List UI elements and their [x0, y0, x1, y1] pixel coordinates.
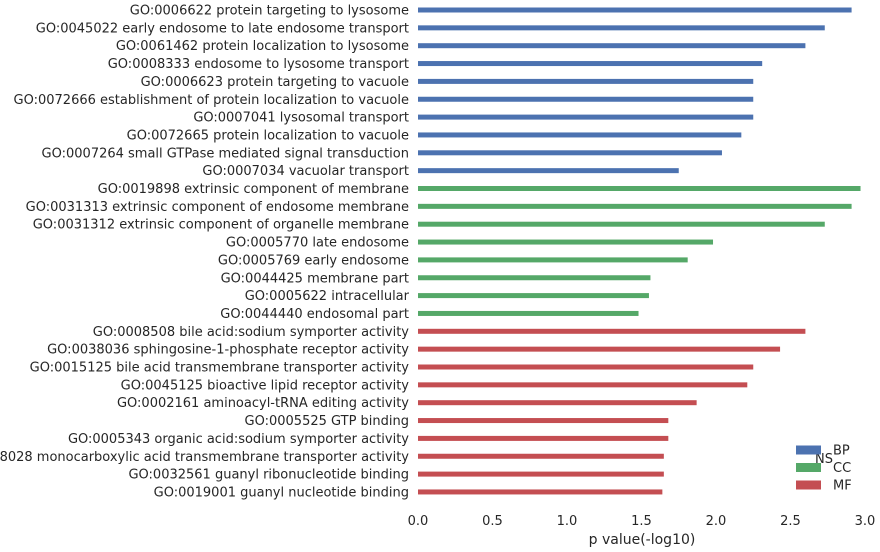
y-tick-label: GO:0032561 guanyl ribonucleotide binding: [128, 468, 409, 483]
x-tick-label: 1.5: [631, 514, 652, 529]
y-tick-label: GO:0045022 early endosome to late endoso…: [36, 21, 409, 36]
y-tick-label: GO:0008333 endosome to lysosome transpor…: [108, 57, 409, 72]
x-tick-label: 3.0: [855, 514, 876, 529]
bar-15: [418, 257, 688, 263]
bar-22: [418, 382, 748, 388]
x-axis-label: p value(-log10): [589, 532, 696, 548]
bar-28: [418, 489, 663, 495]
bar-8: [418, 132, 742, 138]
bar-12: [418, 203, 852, 209]
bar-18: [418, 310, 639, 316]
y-tick-label: GO:0008508 bile acid:sodium symporter ac…: [93, 325, 410, 340]
bar-5: [418, 78, 754, 84]
y-tick-label: GO:0061462 protein localization to lysos…: [116, 39, 409, 54]
legend-swatch-bp: [796, 445, 821, 455]
bar-3: [418, 43, 806, 49]
y-tick-label: GO:0031312 extrinsic component of organe…: [33, 218, 409, 233]
y-tick-label: GO:0002161 aminoacyl-tRNA editing activi…: [117, 396, 409, 411]
bar-1: [418, 7, 852, 13]
x-tick-labels: 0.0 0.5 1.0 1.5 2.0 2.5 3.0: [408, 514, 876, 529]
legend-label-cc: CC: [833, 461, 851, 476]
y-tick-label: GO:0005525 GTP binding: [245, 414, 409, 429]
y-tick-label: GO:0005343 organic acid:sodium symporter…: [68, 432, 409, 447]
bar-27: [418, 471, 664, 477]
y-tick-label: GO:0045125 bioactive lipid receptor acti…: [121, 378, 410, 393]
bar-10: [418, 168, 679, 174]
y-tick-labels: GO:0006622 protein targeting to lysosome…: [0, 4, 410, 501]
x-tick-label: 2.5: [780, 514, 801, 529]
y-tick-label: GO:0044440 endosomal part: [220, 307, 409, 322]
y-tick-label: GO:0072666 establishment of protein loca…: [14, 93, 409, 108]
y-tick-label: GO:0031313 extrinsic component of endoso…: [26, 200, 409, 215]
bar-20: [418, 346, 781, 352]
bar-9: [418, 150, 722, 156]
bar-23: [418, 400, 697, 406]
y-tick-label: GO:0006622 protein targeting to lysosome: [130, 4, 409, 19]
legend-entries: BP CC MF: [796, 444, 852, 494]
y-tick-label: GO:0005770 late endosome: [226, 236, 409, 251]
legend-swatch-mf: [796, 480, 821, 490]
x-tick-label: 0.0: [408, 514, 429, 529]
y-tick-label: GO:0007264 small GTPase mediated signal …: [42, 146, 409, 161]
bar-13: [418, 221, 825, 227]
bar-2: [418, 25, 825, 31]
y-tick-label: GO:0005769 early endosome: [218, 253, 409, 268]
bar-7: [418, 114, 754, 120]
bar-25: [418, 435, 669, 441]
y-tick-label: GO:0006623 protein targeting to vacuole: [141, 75, 409, 90]
y-tick-label: GO:0019898 extrinsic component of membra…: [98, 182, 409, 197]
legend-label-mf: MF: [833, 479, 852, 494]
legend-label-bp: BP: [833, 444, 850, 459]
bars-group: [418, 7, 861, 495]
y-tick-label: GO:0015125 bile acid transmembrane trans…: [30, 361, 410, 376]
y-tick-label: GO:0072665 protein localization to vacuo…: [127, 128, 409, 143]
legend-swatch-cc: [796, 463, 821, 472]
bar-26: [418, 453, 664, 459]
x-tick-label: 0.5: [482, 514, 503, 529]
x-tick-label: 2.0: [706, 514, 727, 529]
bar-11: [418, 186, 861, 191]
bar-6: [418, 96, 754, 102]
bar-19: [418, 328, 806, 334]
bar-16: [418, 275, 651, 281]
y-tick-label: GO:0007034 vacuolar transport: [202, 164, 409, 179]
bar-24: [418, 418, 669, 424]
x-tick-label: 1.0: [557, 514, 578, 529]
y-tick-label: GO:0005622 intracellular: [245, 289, 410, 304]
bar-14: [418, 239, 714, 245]
y-tick-label: GO:0044425 membrane part: [221, 271, 409, 286]
bar-21: [418, 364, 754, 370]
y-tick-label: GO:0038036 sphingosine-1-phosphate recep…: [47, 343, 409, 358]
y-tick-label: GO:0019001 guanyl nucleotide binding: [154, 485, 409, 500]
bar-4: [418, 61, 763, 67]
bar-17: [418, 293, 649, 299]
y-tick-label: GO:0007041 lysosomal transport: [193, 111, 409, 126]
y-tick-label: GO:0008028 monocarboxylic acid transmemb…: [0, 450, 409, 465]
